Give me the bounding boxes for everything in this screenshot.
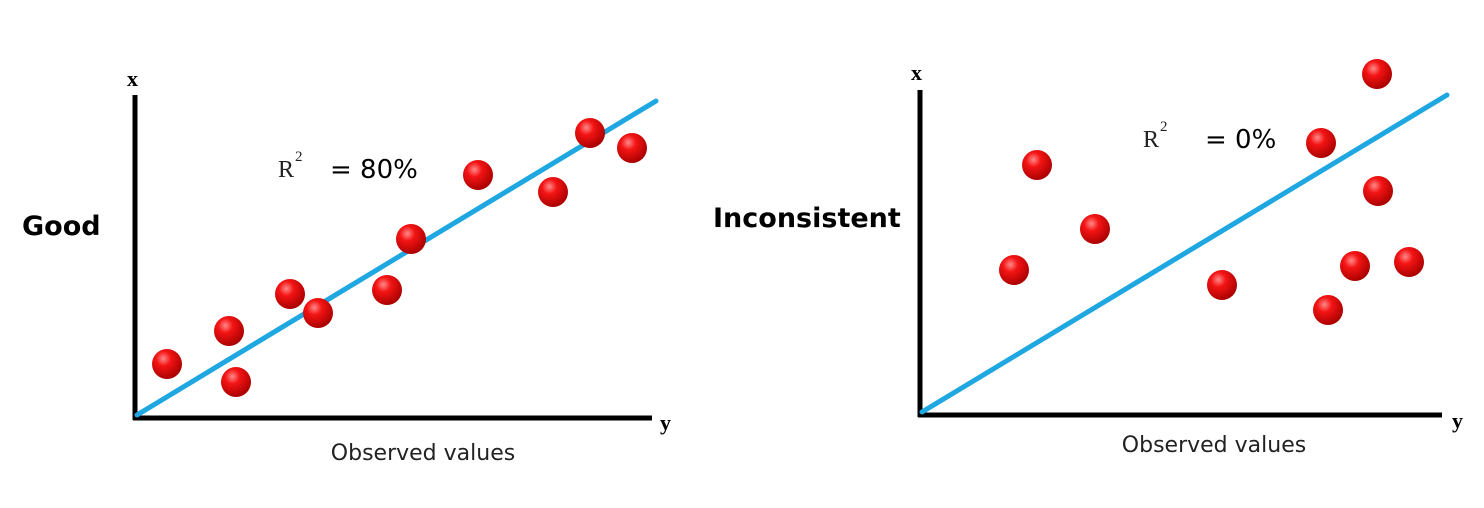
point [1394, 247, 1424, 277]
axis-label-right: y [1452, 408, 1463, 433]
point [1362, 59, 1392, 89]
point [999, 255, 1029, 285]
point [221, 367, 251, 397]
point [1080, 214, 1110, 244]
point [1363, 176, 1393, 206]
x-caption: Observed values [1122, 433, 1306, 458]
axis-label-top: x [127, 66, 138, 91]
r-exponent: 2 [1160, 119, 1168, 135]
point [1022, 150, 1052, 180]
points [152, 118, 647, 397]
r-value: = 0% [1205, 125, 1276, 155]
point [214, 316, 244, 346]
point [303, 298, 333, 328]
point [1306, 128, 1336, 158]
point [1340, 251, 1370, 281]
axis-label-top: x [911, 60, 922, 85]
r-value: = 80% [330, 155, 418, 185]
point [275, 279, 305, 309]
point [1207, 270, 1237, 300]
panel-good: Good x y R 2 = 80% Observed values [22, 66, 671, 466]
point [575, 118, 605, 148]
points [999, 59, 1424, 325]
panel-label: Good [22, 211, 101, 242]
r-symbol: R [1143, 127, 1159, 153]
point [152, 349, 182, 379]
axis-label-right: y [660, 410, 671, 435]
fit-line [919, 92, 1450, 415]
x-caption: Observed values [331, 441, 515, 466]
point [463, 160, 493, 190]
point [396, 224, 426, 254]
point [372, 275, 402, 305]
panel-label: Inconsistent [713, 203, 901, 234]
point [1313, 295, 1343, 325]
fit-line [134, 98, 659, 418]
point [617, 133, 647, 163]
panel-inconsistent: Inconsistent x y R 2 = 0% Observed value… [713, 59, 1463, 458]
point [538, 177, 568, 207]
r-symbol: R [278, 157, 294, 183]
r-exponent: 2 [295, 149, 303, 165]
